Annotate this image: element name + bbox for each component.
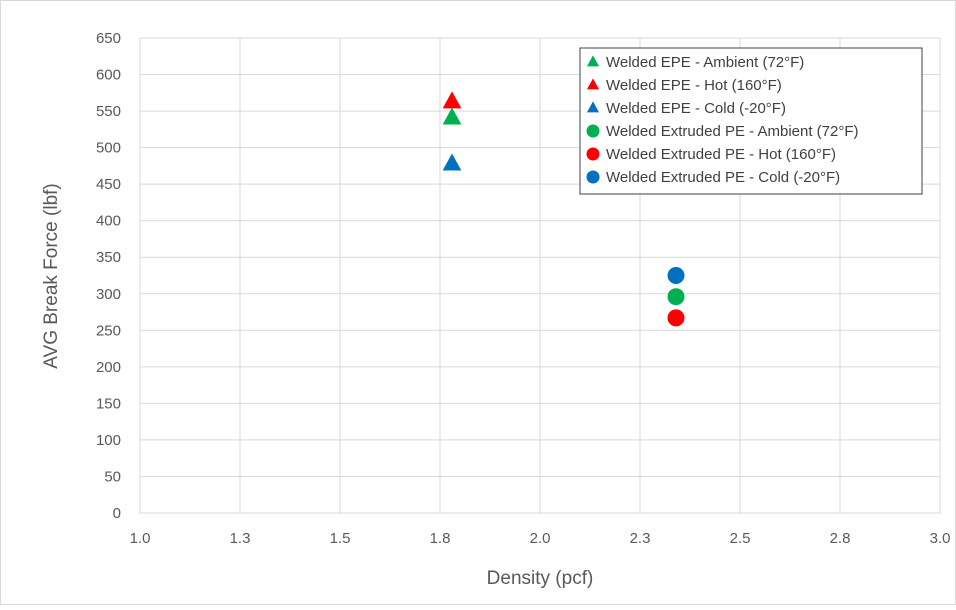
- legend-entry-label: Welded EPE - Hot (160°F): [606, 77, 782, 94]
- y-tick-label: 100: [96, 432, 121, 449]
- x-tick-label: 2.3: [630, 530, 651, 547]
- legend: Welded EPE - Ambient (72°F) Welded EPE - …: [579, 47, 923, 195]
- x-tick-label: 2.5: [730, 530, 751, 547]
- legend-marker: [586, 101, 600, 113]
- y-tick-label: 550: [96, 103, 121, 120]
- x-tick-label: 3.0: [930, 530, 951, 547]
- y-tick-label: 0: [113, 505, 121, 522]
- legend-marker: [586, 55, 600, 67]
- legend-marker: [586, 147, 600, 161]
- legend-marker: [586, 170, 600, 184]
- y-tick-label: 200: [96, 359, 121, 376]
- x-tick-label: 1.8: [430, 530, 451, 547]
- y-axis-ticks: 0 50 100 150 200 250 300 350 400 450 500 550 600 650: [96, 30, 121, 522]
- y-axis-title: AVG Break Force (lbf): [41, 183, 62, 368]
- y-tick-label: 350: [96, 249, 121, 266]
- data-point-circle: [667, 267, 685, 284]
- x-axis-title: Density (pcf): [487, 568, 594, 589]
- x-tick-label: 1.3: [230, 530, 251, 547]
- y-tick-label: 150: [96, 395, 121, 412]
- data-point-triangle: [442, 153, 462, 171]
- y-tick-label: 450: [96, 176, 121, 193]
- x-tick-label: 1.0: [130, 530, 151, 547]
- legend-entry-label: Welded Extruded PE - Hot (160°F): [606, 146, 836, 163]
- y-tick-label: 250: [96, 322, 121, 339]
- legend-box: [579, 47, 923, 195]
- legend-marker: [586, 78, 600, 90]
- data-point-circle: [667, 288, 685, 306]
- legend-entry-label: Welded EPE - Ambient (72°F): [606, 54, 804, 71]
- legend-entry-label: Welded EPE - Cold (-20°F): [606, 100, 786, 117]
- data-point-triangle: [442, 107, 462, 125]
- data-points: [442, 91, 685, 327]
- x-tick-label: 2.0: [530, 530, 551, 547]
- y-tick-label: 400: [96, 213, 121, 230]
- y-tick-label: 650: [96, 30, 121, 47]
- legend-entry-label: Welded Extruded PE - Ambient (72°F): [606, 123, 859, 140]
- legend-entry-label: Welded Extruded PE - Cold (-20°F): [606, 169, 840, 186]
- y-tick-label: 300: [96, 286, 121, 303]
- x-axis-ticks: 1.0 1.3 1.5 1.8 2.0 2.3 2.5 2.8 3.0: [130, 530, 951, 547]
- x-tick-label: 1.5: [330, 530, 351, 547]
- data-point-triangle: [442, 91, 462, 109]
- y-tick-label: 50: [104, 468, 121, 485]
- data-point-circle: [667, 309, 685, 327]
- x-tick-label: 2.8: [830, 530, 851, 547]
- legend-marker: [586, 124, 600, 138]
- y-tick-label: 600: [96, 67, 121, 84]
- y-tick-label: 500: [96, 140, 121, 157]
